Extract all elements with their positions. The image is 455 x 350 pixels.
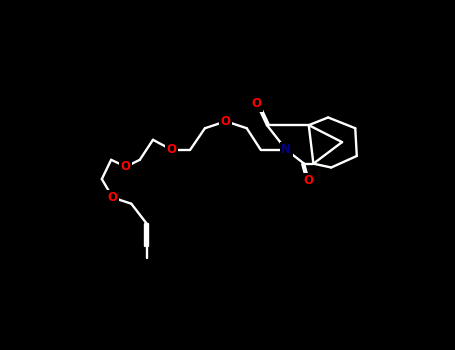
Text: O: O: [121, 160, 131, 173]
Text: O: O: [252, 97, 262, 110]
Text: O: O: [108, 191, 118, 204]
Text: O: O: [167, 143, 177, 156]
Text: N: N: [281, 143, 291, 156]
Text: O: O: [304, 174, 314, 187]
Text: O: O: [221, 115, 231, 128]
